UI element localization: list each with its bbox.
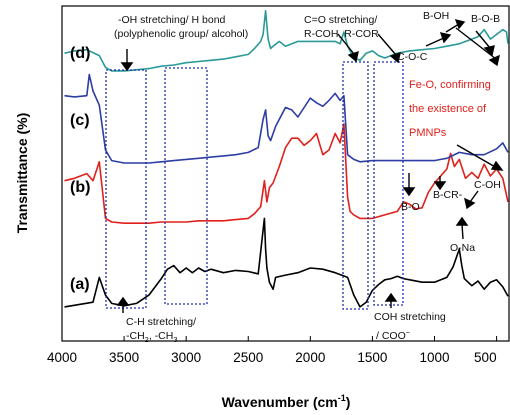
x-tick-label: 1500 xyxy=(357,350,387,365)
coh-region-box xyxy=(373,61,404,306)
oh-region-box xyxy=(105,69,147,309)
x-tick-label: 3000 xyxy=(171,350,201,365)
x-tick-label: 500 xyxy=(474,350,497,365)
x-tick-label: 4000 xyxy=(47,350,77,365)
annotation-b-cr: B-CR- xyxy=(433,189,463,201)
annotation-c-o-c: C-O-C xyxy=(397,51,428,63)
x-tick-label: 2000 xyxy=(295,350,325,365)
x-tick-label: 2500 xyxy=(233,350,263,365)
ch-region-box xyxy=(164,67,208,305)
annotation-c-oh: C-OH xyxy=(474,179,501,191)
annotation-oh-stretching: -OH stretching/ H bond xyxy=(118,14,226,26)
annotation-b-o: B-O xyxy=(401,201,420,213)
annotation-polyphenolic: (polyphenolic group/ alcohol) xyxy=(114,28,248,40)
curve-label-a: (a) xyxy=(70,276,90,293)
x-tick-label: 3500 xyxy=(109,350,139,365)
y-axis-title: Transmittance (%) xyxy=(14,113,30,234)
spectrum-series-c xyxy=(64,73,509,164)
annotation-fe-o-2: the existence of xyxy=(409,103,487,115)
data-curves xyxy=(64,10,509,308)
co-region-box xyxy=(342,61,369,310)
annotation-fe-o-1: Fe-O, confirming xyxy=(409,79,491,91)
annotation-fe-o-3: PMNPs xyxy=(409,127,447,139)
x-axis-ticks: 4000 3500 3000 2500 2000 1500 1000 500 xyxy=(47,336,498,365)
x-axis-title: Wavenumber (cm-1) xyxy=(222,393,351,410)
annotation-o-na: O-Na xyxy=(450,242,475,254)
annotation-coh-stretching: COH stretching xyxy=(374,311,446,323)
annotation-b-o-b: B-O-B xyxy=(471,13,500,25)
annotation-ch-stretching: C-H stretching/ xyxy=(126,316,196,328)
annotation-ch2-ch3: -CH2, -CH3 xyxy=(126,330,178,344)
spectrum-series-d xyxy=(64,10,509,72)
spectrum-series-a xyxy=(64,217,509,308)
annotation-b-oh: B-OH xyxy=(423,10,449,22)
annotation-rcoh-rcor: R-COH, R-COR xyxy=(304,28,379,40)
annotation-coo: / COO− xyxy=(376,328,411,342)
annotation-arrows xyxy=(116,18,504,313)
curve-label-b: (b) xyxy=(70,179,90,196)
annotation-co-stretching: C=O stretching/ xyxy=(304,14,377,26)
plot-frame xyxy=(61,5,510,342)
curve-label-d: (d) xyxy=(70,45,90,62)
curve-label-c: (c) xyxy=(70,112,90,129)
x-tick-label: 1000 xyxy=(419,350,449,365)
